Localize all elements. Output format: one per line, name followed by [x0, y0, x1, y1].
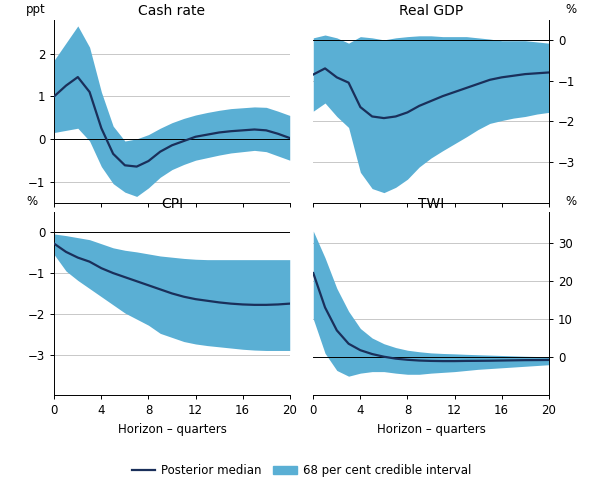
- Title: Real GDP: Real GDP: [399, 4, 463, 19]
- Legend: Posterior median, 68 per cent credible interval: Posterior median, 68 per cent credible i…: [127, 460, 476, 482]
- Text: %: %: [566, 195, 577, 208]
- Title: TWI: TWI: [418, 197, 444, 211]
- Title: Cash rate: Cash rate: [139, 4, 206, 19]
- Text: ppt: ppt: [26, 3, 46, 16]
- X-axis label: Horizon – quarters: Horizon – quarters: [118, 423, 227, 436]
- Text: %: %: [26, 195, 37, 208]
- X-axis label: Horizon – quarters: Horizon – quarters: [376, 423, 485, 436]
- Title: CPI: CPI: [161, 197, 183, 211]
- Text: %: %: [566, 3, 577, 16]
